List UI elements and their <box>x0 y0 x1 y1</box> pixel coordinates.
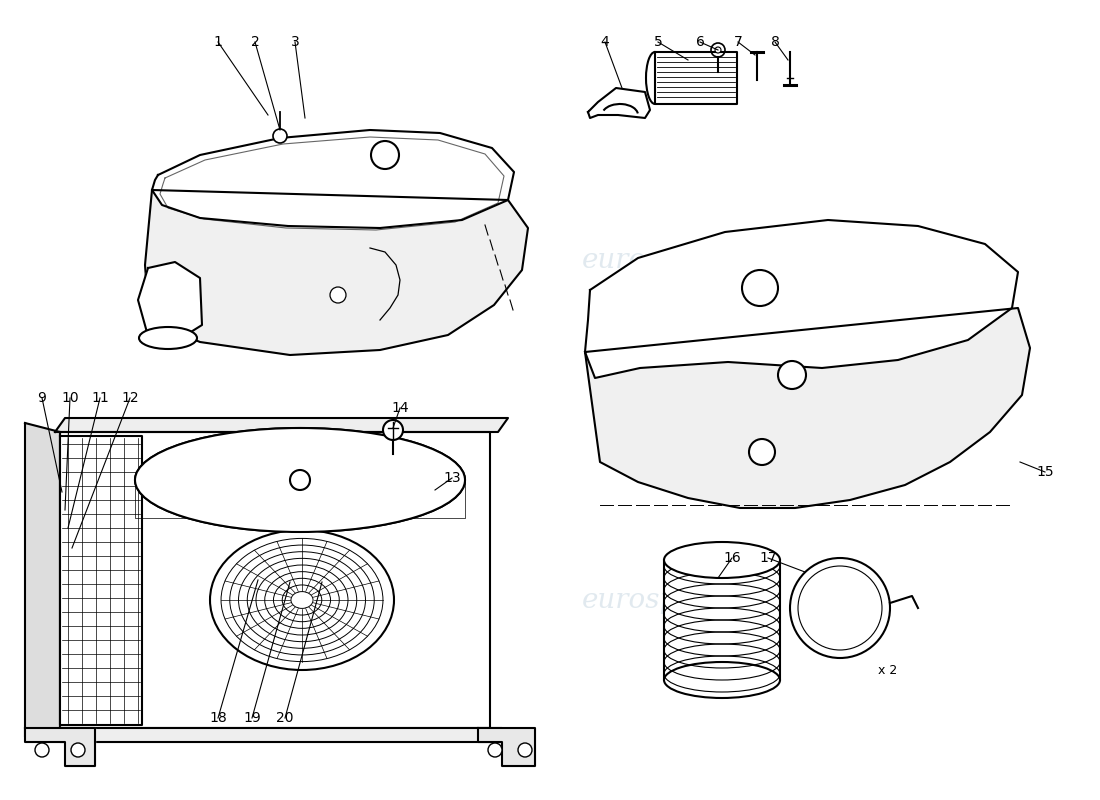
Circle shape <box>711 43 725 57</box>
Text: eurospares: eurospares <box>162 566 318 594</box>
Circle shape <box>383 420 403 440</box>
Text: 15: 15 <box>1036 465 1054 479</box>
Polygon shape <box>654 52 737 104</box>
Text: 9: 9 <box>37 391 46 405</box>
Polygon shape <box>585 308 1030 508</box>
Polygon shape <box>145 190 528 355</box>
Polygon shape <box>478 728 535 766</box>
Text: 11: 11 <box>91 391 109 405</box>
Text: 4: 4 <box>601 35 609 49</box>
Ellipse shape <box>135 428 465 532</box>
Text: 6: 6 <box>695 35 704 49</box>
Polygon shape <box>152 130 514 228</box>
Circle shape <box>518 743 532 757</box>
Polygon shape <box>55 418 508 432</box>
Circle shape <box>778 361 806 389</box>
Text: 10: 10 <box>62 391 79 405</box>
Circle shape <box>715 47 720 53</box>
Circle shape <box>330 287 346 303</box>
Text: 5: 5 <box>653 35 662 49</box>
Polygon shape <box>60 728 502 742</box>
Text: 3: 3 <box>290 35 299 49</box>
Circle shape <box>742 270 778 306</box>
Polygon shape <box>588 88 650 118</box>
Polygon shape <box>585 220 1018 378</box>
Text: 17: 17 <box>759 551 777 565</box>
Text: eurospares: eurospares <box>162 266 318 294</box>
Polygon shape <box>60 436 142 725</box>
Circle shape <box>488 743 502 757</box>
Text: 19: 19 <box>243 711 261 725</box>
Text: 7: 7 <box>734 35 742 49</box>
Text: 2: 2 <box>251 35 260 49</box>
Text: x 2: x 2 <box>878 663 898 677</box>
Polygon shape <box>138 262 202 340</box>
Text: 1: 1 <box>213 35 222 49</box>
Ellipse shape <box>664 542 780 578</box>
Polygon shape <box>60 432 490 728</box>
Text: eurospares: eurospares <box>582 246 738 274</box>
Polygon shape <box>664 560 780 680</box>
Text: 18: 18 <box>209 711 227 725</box>
Polygon shape <box>135 480 465 518</box>
Circle shape <box>35 743 50 757</box>
Circle shape <box>273 129 287 143</box>
Ellipse shape <box>135 428 465 532</box>
Text: 20: 20 <box>276 711 294 725</box>
Polygon shape <box>25 423 60 737</box>
Polygon shape <box>25 728 95 766</box>
Circle shape <box>371 141 399 169</box>
Ellipse shape <box>210 530 394 670</box>
Text: 12: 12 <box>121 391 139 405</box>
Ellipse shape <box>139 327 197 349</box>
Circle shape <box>290 470 310 490</box>
Circle shape <box>749 439 775 465</box>
Ellipse shape <box>664 662 780 698</box>
Circle shape <box>72 743 85 757</box>
Text: 16: 16 <box>723 551 741 565</box>
Text: eurospares: eurospares <box>582 586 738 614</box>
Text: 13: 13 <box>443 471 461 485</box>
Text: 8: 8 <box>771 35 780 49</box>
Text: 14: 14 <box>392 401 409 415</box>
